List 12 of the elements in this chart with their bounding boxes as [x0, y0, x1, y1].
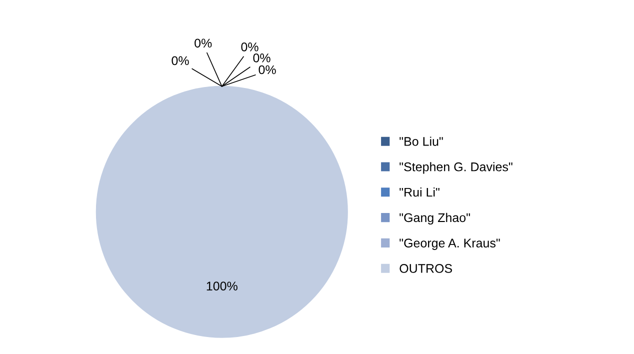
legend-label: "Gang Zhao" [400, 212, 470, 225]
legend-label: OUTROS [400, 264, 452, 273]
text: 0% [172, 56, 189, 66]
legend-label: "Rui Li" [400, 188, 440, 197]
legend-label: "Stephen G. Davies" [400, 162, 512, 174]
text: 0% [194, 38, 212, 48]
legend-label: "Bo Liu" [400, 136, 443, 146]
legend-label: "George A. Kraus" [400, 238, 500, 250]
text: 0% [258, 65, 276, 74]
text: 0% [253, 53, 270, 62]
text: 0% [241, 42, 258, 52]
data-label: 100% [206, 282, 238, 290]
